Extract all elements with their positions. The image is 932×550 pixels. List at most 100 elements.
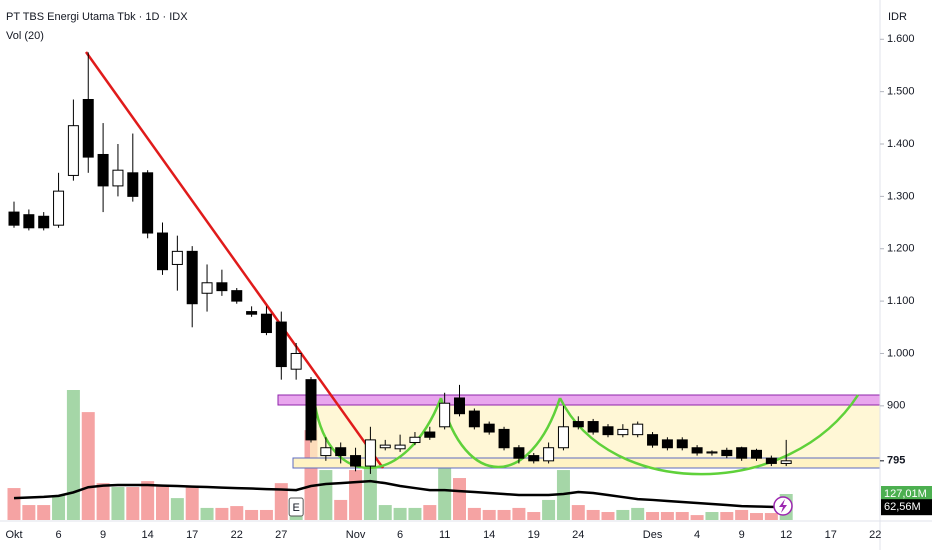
volume-bar <box>690 515 704 520</box>
candle-body <box>112 169 124 187</box>
volume-bar <box>96 483 110 520</box>
candle-body <box>543 447 555 462</box>
candle-body <box>780 460 792 464</box>
volume-bar <box>393 507 407 520</box>
y-tick-label: 900 <box>887 400 905 412</box>
volume-bar <box>319 470 333 520</box>
volume-bar <box>527 512 541 520</box>
volume-label-box <box>881 485 932 502</box>
candle-body <box>275 321 287 368</box>
volume-bar <box>126 487 140 520</box>
x-tick-label: 6 <box>397 529 403 541</box>
candle-body <box>67 125 79 176</box>
volume-bar <box>156 484 169 520</box>
candle-body <box>246 311 258 315</box>
candle-body <box>53 190 65 226</box>
x-tick-label: 9 <box>739 529 745 541</box>
x-tick-label: 22 <box>869 529 881 541</box>
resistance-zone <box>277 394 881 406</box>
cup-curve <box>558 394 860 476</box>
candle-body <box>290 352 302 370</box>
volume-bar <box>22 505 36 520</box>
candle-body <box>617 428 629 436</box>
candle-body <box>201 282 213 294</box>
candle-body <box>305 379 317 441</box>
y-tick-label: 1.000 <box>887 347 915 359</box>
ma-label: 62,56M <box>884 501 921 513</box>
volume-bar <box>735 509 749 520</box>
candle-body <box>82 98 94 158</box>
y-tick-label: 1.400 <box>887 138 915 150</box>
volume-bar <box>571 505 585 520</box>
volume-bar <box>245 509 259 520</box>
candle-body <box>528 455 540 462</box>
volume-bar <box>660 512 674 520</box>
candle-body <box>602 426 614 436</box>
candle-body <box>721 449 733 457</box>
candle-body <box>647 434 659 446</box>
chart-title: PT TBS Energi Utama Tbk · 1D · IDX <box>6 11 188 23</box>
x-tick-label: 17 <box>825 529 837 541</box>
volume-bar <box>423 505 437 520</box>
volume-bar <box>259 509 273 520</box>
volume-bar <box>512 507 526 520</box>
cup-curve <box>439 397 562 469</box>
candle-body <box>706 451 718 454</box>
x-tick-label: 4 <box>694 529 700 541</box>
candle-body <box>379 444 391 449</box>
candle-body <box>38 215 50 229</box>
x-tick-label: 9 <box>100 529 106 541</box>
volume-bar <box>705 512 719 520</box>
candle-body <box>498 428 510 449</box>
volume-bar <box>453 478 466 520</box>
volume-ma-line <box>13 479 787 509</box>
candle-body <box>751 449 762 459</box>
event-marker-label: E <box>292 502 299 514</box>
x-tick-label: 6 <box>55 529 61 541</box>
candle-body <box>676 439 688 449</box>
x-tick-label: 24 <box>572 529 584 541</box>
volume-bar <box>378 505 392 520</box>
volume-bar <box>200 507 214 520</box>
y-tick-label: 1.100 <box>887 295 915 307</box>
x-tick-label: 27 <box>275 529 287 541</box>
volume-bar <box>646 512 660 520</box>
candle-body <box>171 250 183 265</box>
y-tick-label: 1.200 <box>887 243 915 255</box>
candle-body <box>394 444 406 450</box>
volume-bar <box>185 486 199 520</box>
y-tick-label: 1.500 <box>887 86 915 98</box>
candle-body <box>765 457 777 464</box>
volume-bar <box>215 507 229 520</box>
candle-body <box>97 153 109 187</box>
volume-bar <box>170 498 184 520</box>
candle-body <box>23 214 35 229</box>
volume-bar <box>467 507 481 520</box>
candle-body <box>557 426 569 449</box>
currency: IDR <box>888 11 907 23</box>
candle-body <box>661 439 673 449</box>
candle-body <box>157 232 168 271</box>
axes: 1.600 1.500 1.400 1.300 1.200 1.100 1.000 900 Ok… <box>5 33 932 541</box>
candle-body <box>632 423 644 436</box>
candle-body <box>409 436 421 443</box>
candle-body <box>468 410 480 428</box>
candle-body <box>513 447 525 459</box>
candle-body <box>364 439 376 467</box>
x-tick-label: 17 <box>186 529 198 541</box>
x-tick-label: 19 <box>528 529 540 541</box>
volume-bar <box>764 513 778 520</box>
x-tick-label: 14 <box>142 529 154 541</box>
volume-label: 127,01M <box>884 488 927 500</box>
volume-bar <box>37 505 51 520</box>
candles: E <box>8 52 792 517</box>
y-tick-label: 1.300 <box>887 190 915 202</box>
volume-bar <box>334 499 348 520</box>
volume-bar <box>616 509 630 520</box>
x-tick-label: Nov <box>346 529 366 541</box>
volume-bar <box>497 509 511 520</box>
volume-bar <box>349 470 363 520</box>
volume-bar <box>274 483 288 520</box>
candle-body <box>231 290 243 302</box>
